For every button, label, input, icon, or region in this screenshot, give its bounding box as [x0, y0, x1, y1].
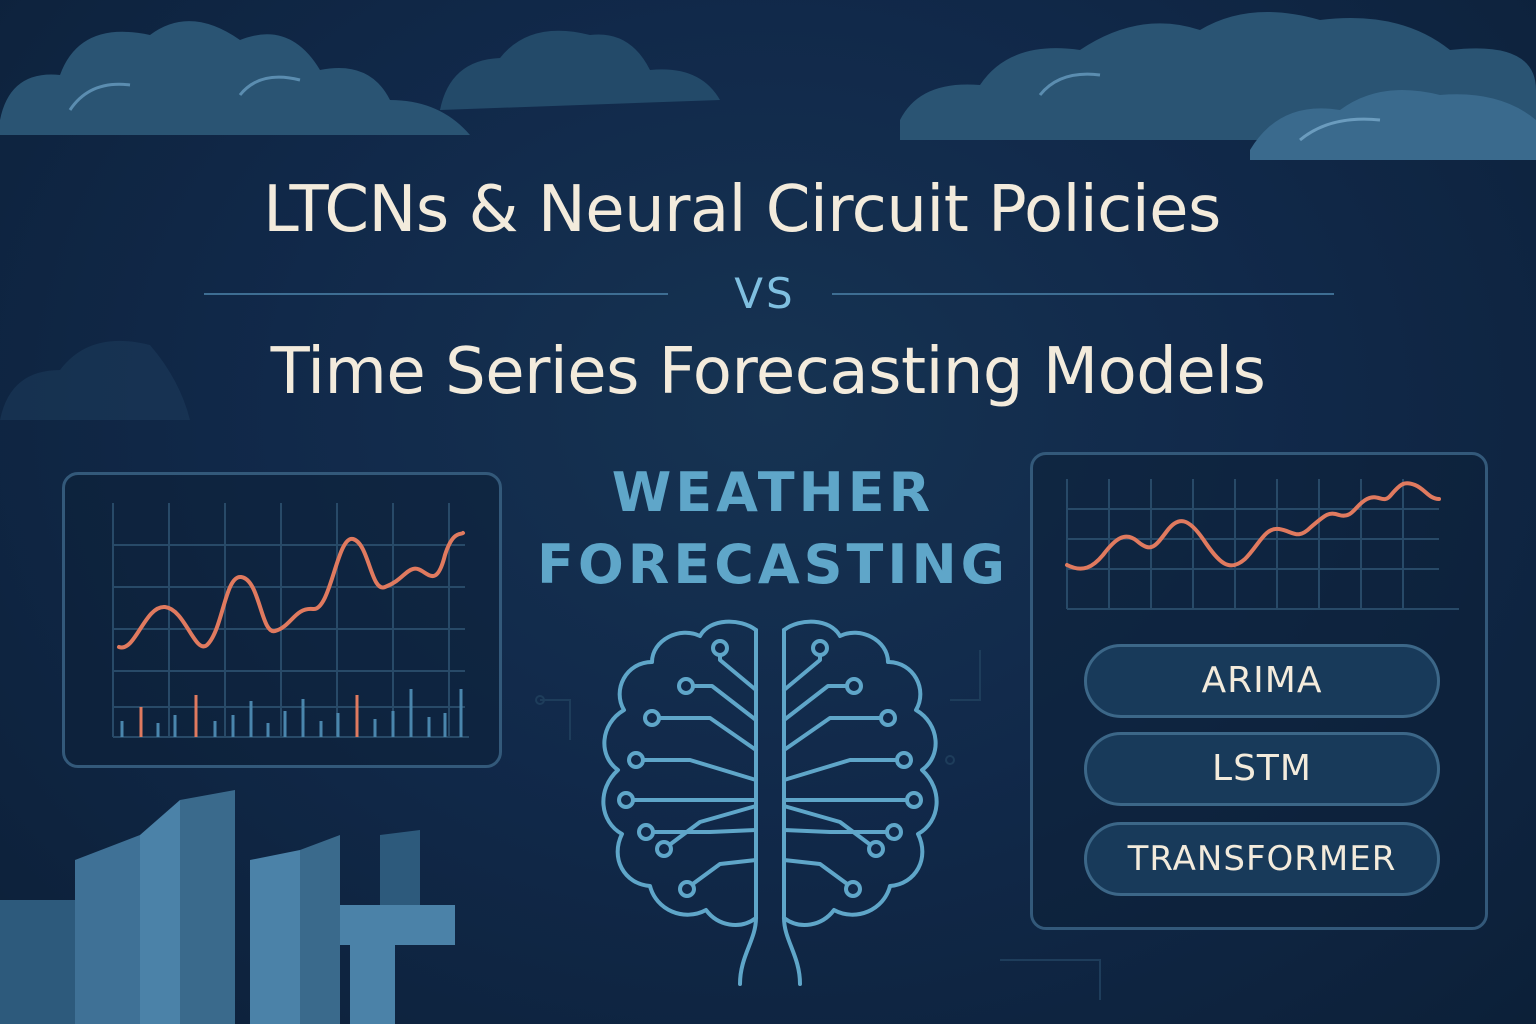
bar-ticks — [120, 689, 463, 737]
model-pill-arima: ARIMA — [1084, 644, 1440, 718]
model-pill-transformer: TRANSFORMER — [1084, 822, 1440, 896]
vs-separator: VS — [0, 269, 1536, 318]
cloud-icon — [900, 12, 1536, 160]
building-icon — [0, 790, 455, 1024]
model-pill-lstm: LSTM — [1084, 732, 1440, 806]
line-chart-illustration — [112, 503, 469, 738]
cloud-icon — [0, 21, 470, 135]
series-line — [117, 531, 465, 650]
title-line-1: LTCNs & Neural Circuit Policies — [263, 173, 1221, 247]
line-chart-illustration — [1065, 479, 1459, 610]
cloud-icon — [440, 30, 720, 111]
subtitle-weather: WEATHER — [611, 461, 935, 524]
title-line-2: Time Series Forecasting Models — [270, 335, 1266, 409]
series-line — [1065, 481, 1441, 571]
divider-left — [204, 293, 668, 295]
subtitle-forecasting: FORECASTING — [536, 533, 1010, 596]
circuit-texture — [535, 650, 1101, 1000]
vs-label: VS — [734, 269, 796, 318]
brain-circuit-icon — [601, 619, 939, 986]
left-chart-panel — [62, 472, 502, 768]
divider-right — [832, 293, 1334, 295]
cloud-icon — [0, 340, 190, 420]
